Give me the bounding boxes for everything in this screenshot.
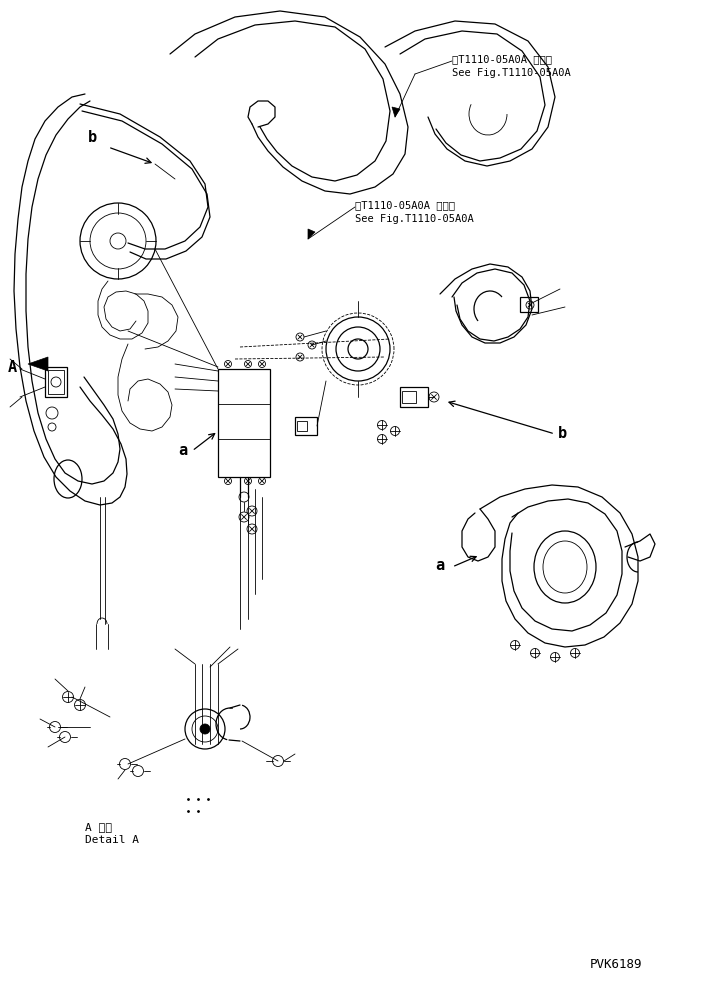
Text: A 詳細: A 詳細	[85, 821, 112, 831]
Text: a: a	[435, 557, 444, 573]
Polygon shape	[28, 358, 48, 372]
Text: a: a	[178, 443, 187, 458]
Bar	[218, 370, 270, 477]
Text: 第T1110-05A0A 図参照: 第T1110-05A0A 図参照	[452, 54, 552, 64]
Bar	[295, 418, 317, 436]
Polygon shape	[308, 230, 315, 240]
Text: A: A	[8, 360, 17, 375]
Bar	[520, 298, 538, 313]
Bar	[48, 371, 64, 394]
Text: See Fig.T1110-05A0A: See Fig.T1110-05A0A	[452, 68, 571, 78]
Bar	[297, 422, 307, 432]
Text: b: b	[88, 130, 97, 145]
Bar	[400, 387, 428, 407]
Text: b: b	[558, 426, 567, 441]
Text: See Fig.T1110-05A0A: See Fig.T1110-05A0A	[355, 214, 474, 224]
Bar	[45, 368, 67, 397]
Text: PVK6189: PVK6189	[590, 957, 642, 970]
Text: Detail A: Detail A	[85, 834, 139, 844]
Polygon shape	[392, 107, 400, 118]
Text: 第T1110-05A0A 図参照: 第T1110-05A0A 図参照	[355, 200, 455, 210]
Circle shape	[200, 725, 210, 735]
Bar	[402, 391, 416, 403]
